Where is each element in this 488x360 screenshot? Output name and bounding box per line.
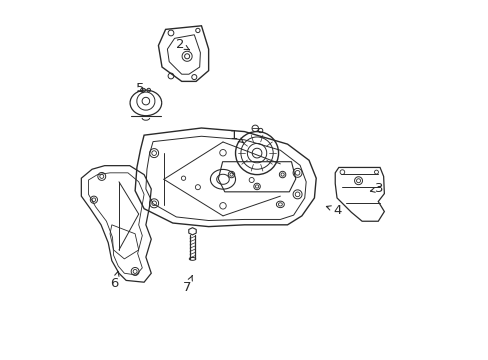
Text: 2: 2 [175,38,189,51]
Text: 5: 5 [135,82,144,95]
Text: 1: 1 [229,129,243,143]
Text: 3: 3 [370,183,383,195]
Text: 6: 6 [110,271,119,291]
Text: 4: 4 [325,204,341,217]
Text: 7: 7 [183,276,192,294]
